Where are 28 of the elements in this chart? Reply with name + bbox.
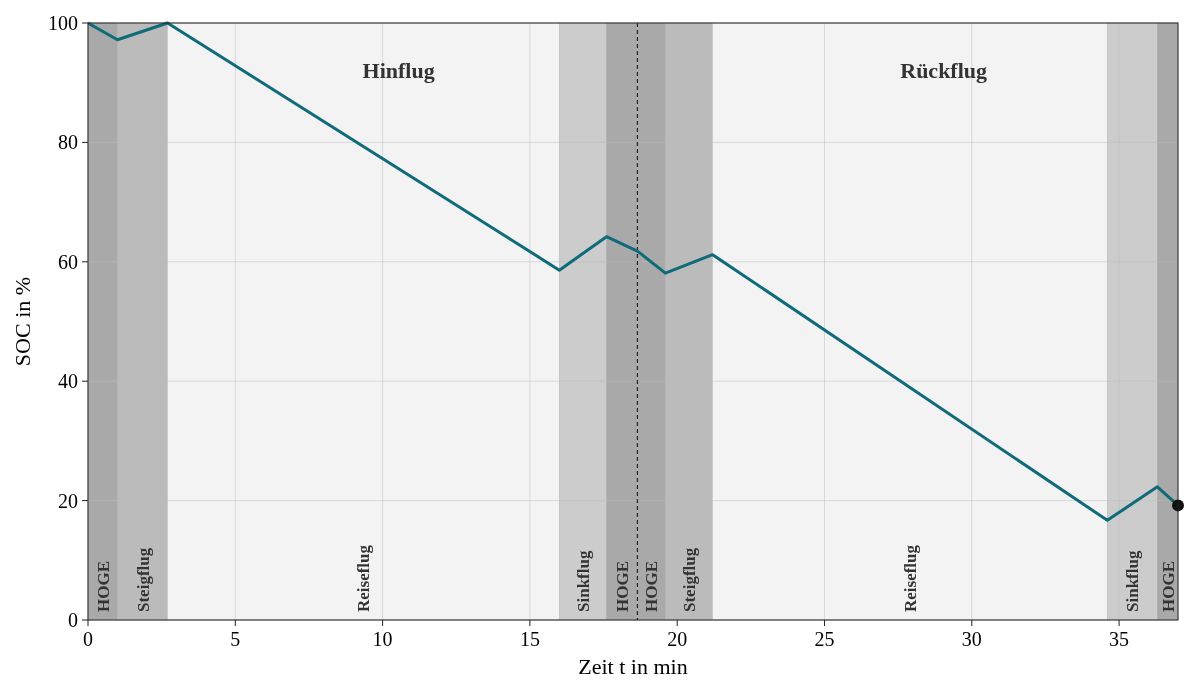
x-tick-label: 10 (372, 628, 393, 650)
y-tick-label: 100 (48, 12, 78, 34)
band-label: Reiseflug (354, 544, 374, 612)
y-tick-label: 40 (58, 370, 78, 393)
y-tick-label: 80 (58, 131, 78, 154)
band-label: Sinkflug (1123, 550, 1143, 612)
x-tick-label: 15 (519, 628, 540, 650)
band-label: Steigflug (133, 547, 153, 612)
x-tick-label: 20 (667, 628, 688, 650)
band-label: Reiseflug (900, 544, 920, 612)
band-label: HOGE (612, 560, 632, 612)
band-label: HOGE (1158, 560, 1178, 612)
band-label: Steigflug (679, 547, 699, 612)
y-tick-label: 0 (68, 609, 78, 631)
y-axis-title: SOC in % (10, 276, 35, 367)
annotation: Rückflug (900, 58, 988, 83)
x-tick-label: 0 (83, 628, 93, 650)
band-label: HOGE (93, 560, 113, 612)
annotation: Hinflug (362, 58, 435, 83)
x-tick-label: 25 (814, 628, 835, 650)
band-label: Sinkflug (573, 550, 593, 612)
x-axis-title: Zeit t in min (578, 654, 688, 679)
x-tick-label: 5 (230, 628, 241, 650)
band-label: HOGE (642, 560, 662, 612)
y-tick-label: 20 (58, 489, 78, 512)
y-tick-label: 60 (58, 250, 78, 273)
x-tick-label: 30 (961, 628, 982, 650)
x-tick-label: 35 (1109, 628, 1130, 650)
